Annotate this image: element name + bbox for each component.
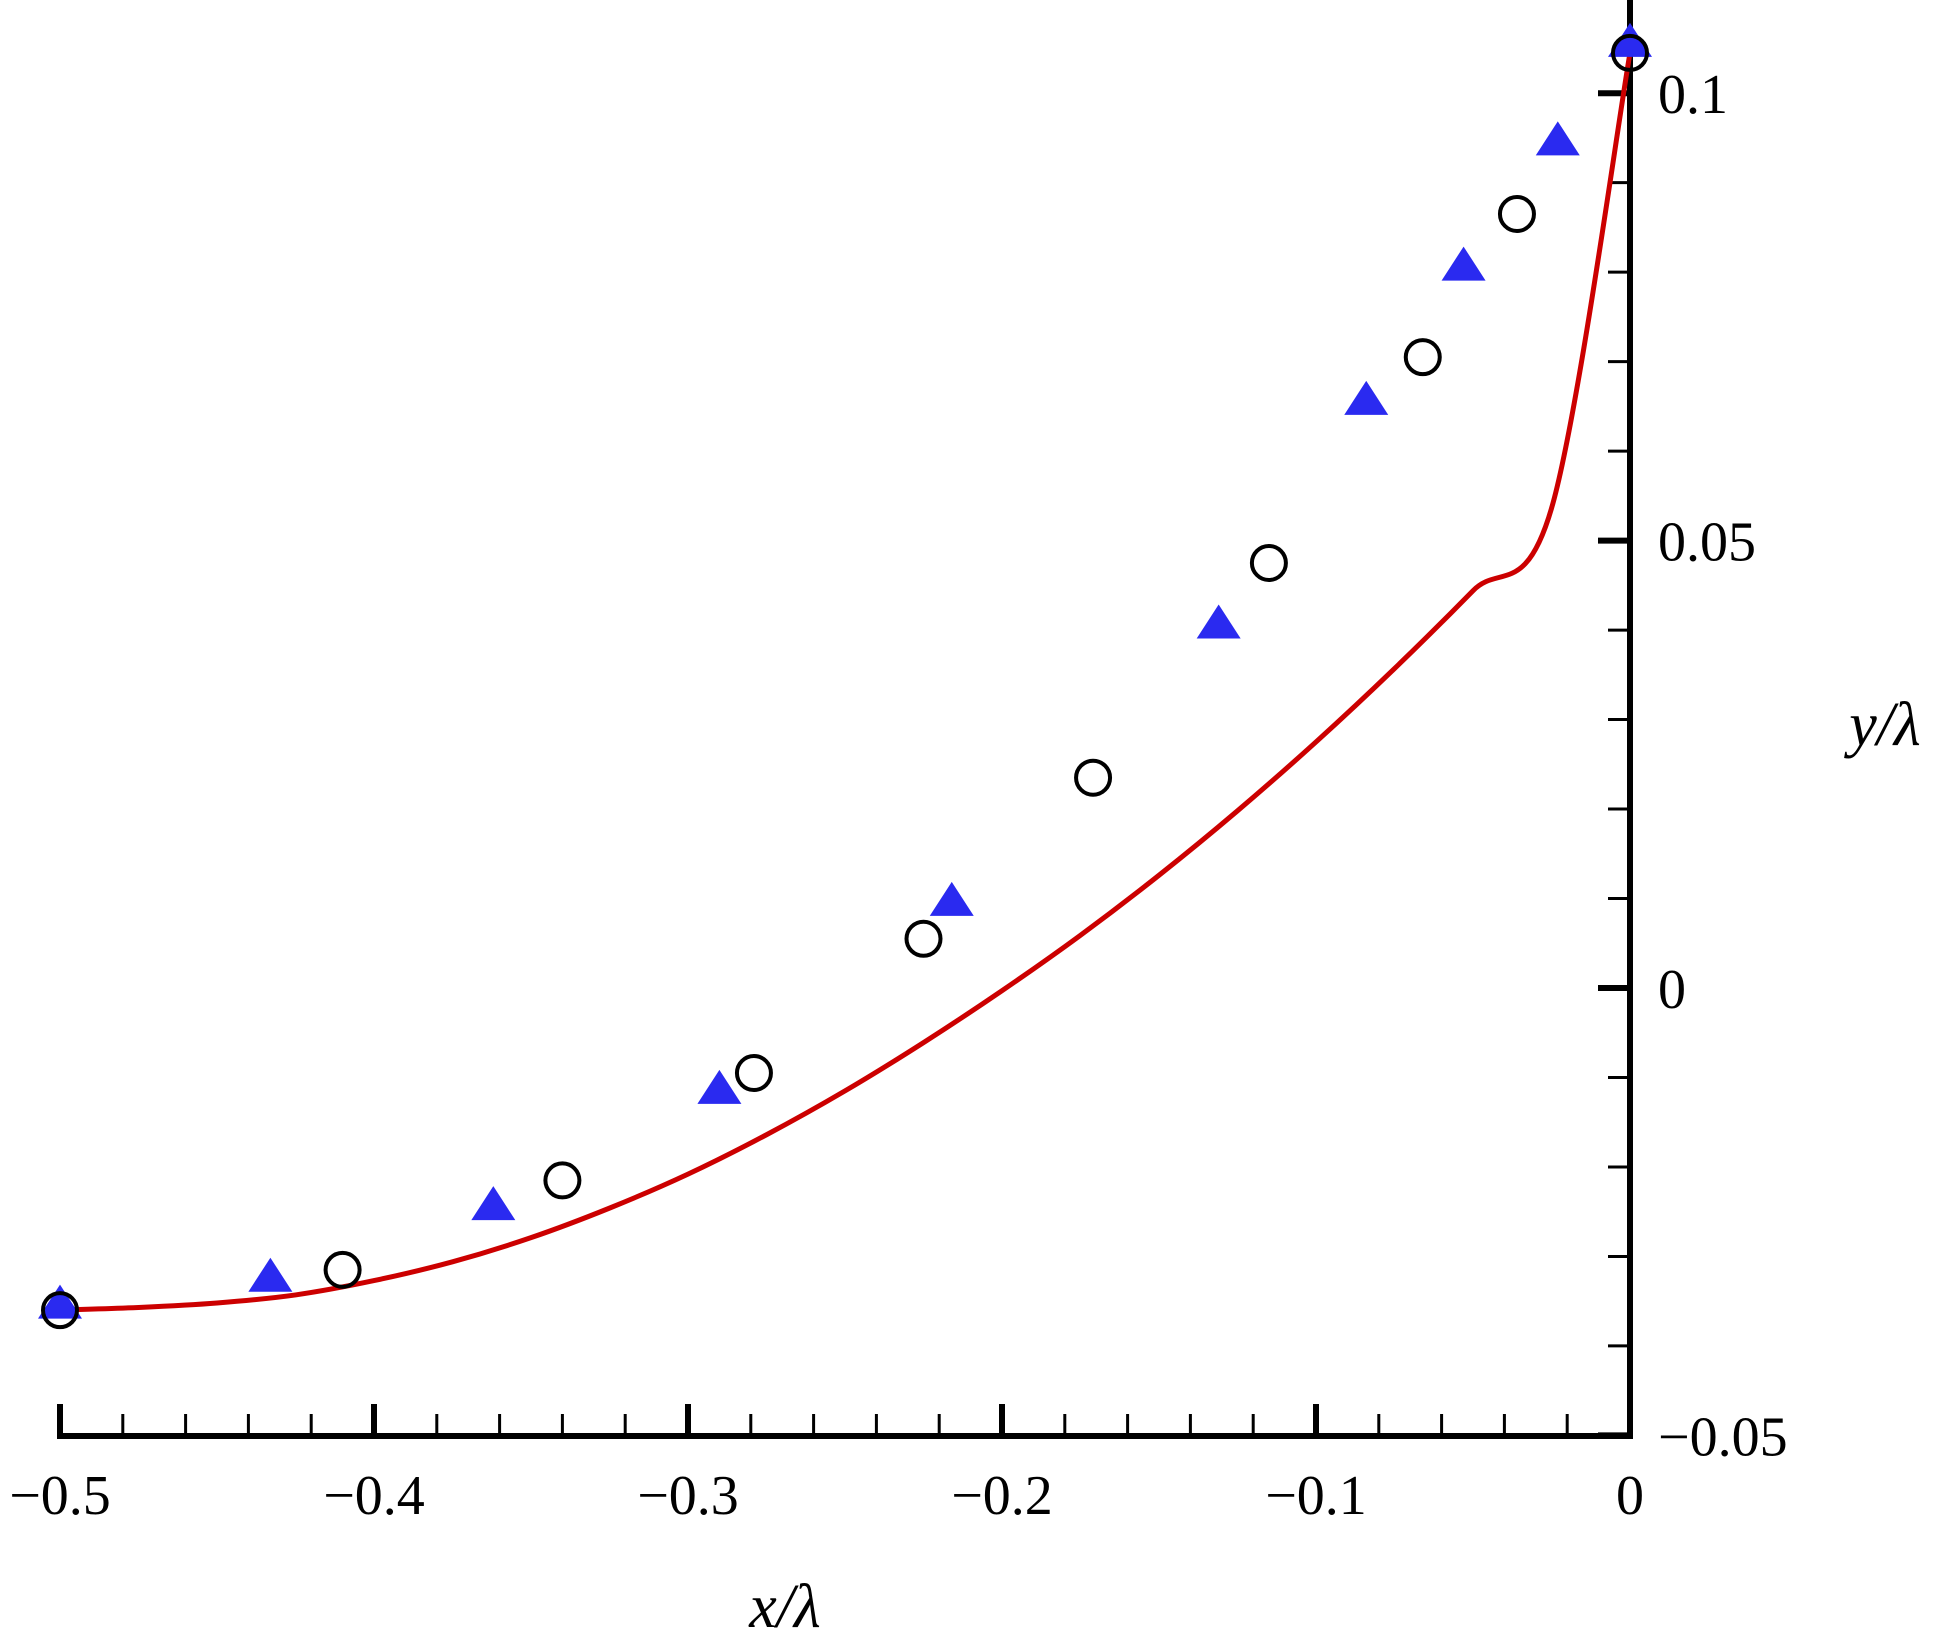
- axes: [57, 0, 1633, 1439]
- y-tick-label: 0.05: [1658, 512, 1756, 574]
- circle-point: [734, 1054, 773, 1093]
- circle-point: [1403, 338, 1442, 377]
- x-axis-title: x/λ: [748, 1573, 821, 1641]
- circle-point: [543, 1161, 582, 1200]
- triangle-point: [697, 1069, 742, 1104]
- x-tick-label: −0.2: [951, 1465, 1053, 1527]
- x-tick-label: −0.5: [9, 1465, 111, 1527]
- triangle-point: [1441, 246, 1486, 281]
- y-tick-label: 0.1: [1658, 64, 1728, 126]
- circle-point: [1249, 543, 1288, 582]
- circle-point: [1611, 33, 1649, 72]
- x-tick-label: 0: [1616, 1465, 1644, 1527]
- x-tick-label: −0.1: [1265, 1465, 1367, 1527]
- circle-point: [1074, 758, 1113, 797]
- y-axis-title: y/λ: [1843, 691, 1921, 759]
- x-tick-label: −0.4: [323, 1465, 425, 1527]
- circle-point: [323, 1250, 362, 1289]
- triangle-point: [1344, 380, 1389, 415]
- series: [38, 22, 1652, 1330]
- ticks: [57, 90, 1633, 1439]
- x-tick-label: −0.3: [637, 1465, 739, 1527]
- triangle-point: [1196, 604, 1241, 639]
- triangle-point: [248, 1257, 293, 1292]
- circle-point: [1497, 194, 1536, 233]
- circle-point: [41, 1291, 79, 1330]
- triangle-point: [1608, 22, 1652, 57]
- y-tick-label: −0.05: [1658, 1406, 1788, 1468]
- y-tick-label: 0: [1658, 959, 1686, 1021]
- curve-line: [59, 52, 1633, 1313]
- triangle-point: [929, 881, 974, 916]
- triangle-point: [1535, 121, 1580, 156]
- triangle-point: [471, 1186, 516, 1221]
- triangle-point: [38, 1284, 82, 1319]
- circle-point: [904, 919, 943, 958]
